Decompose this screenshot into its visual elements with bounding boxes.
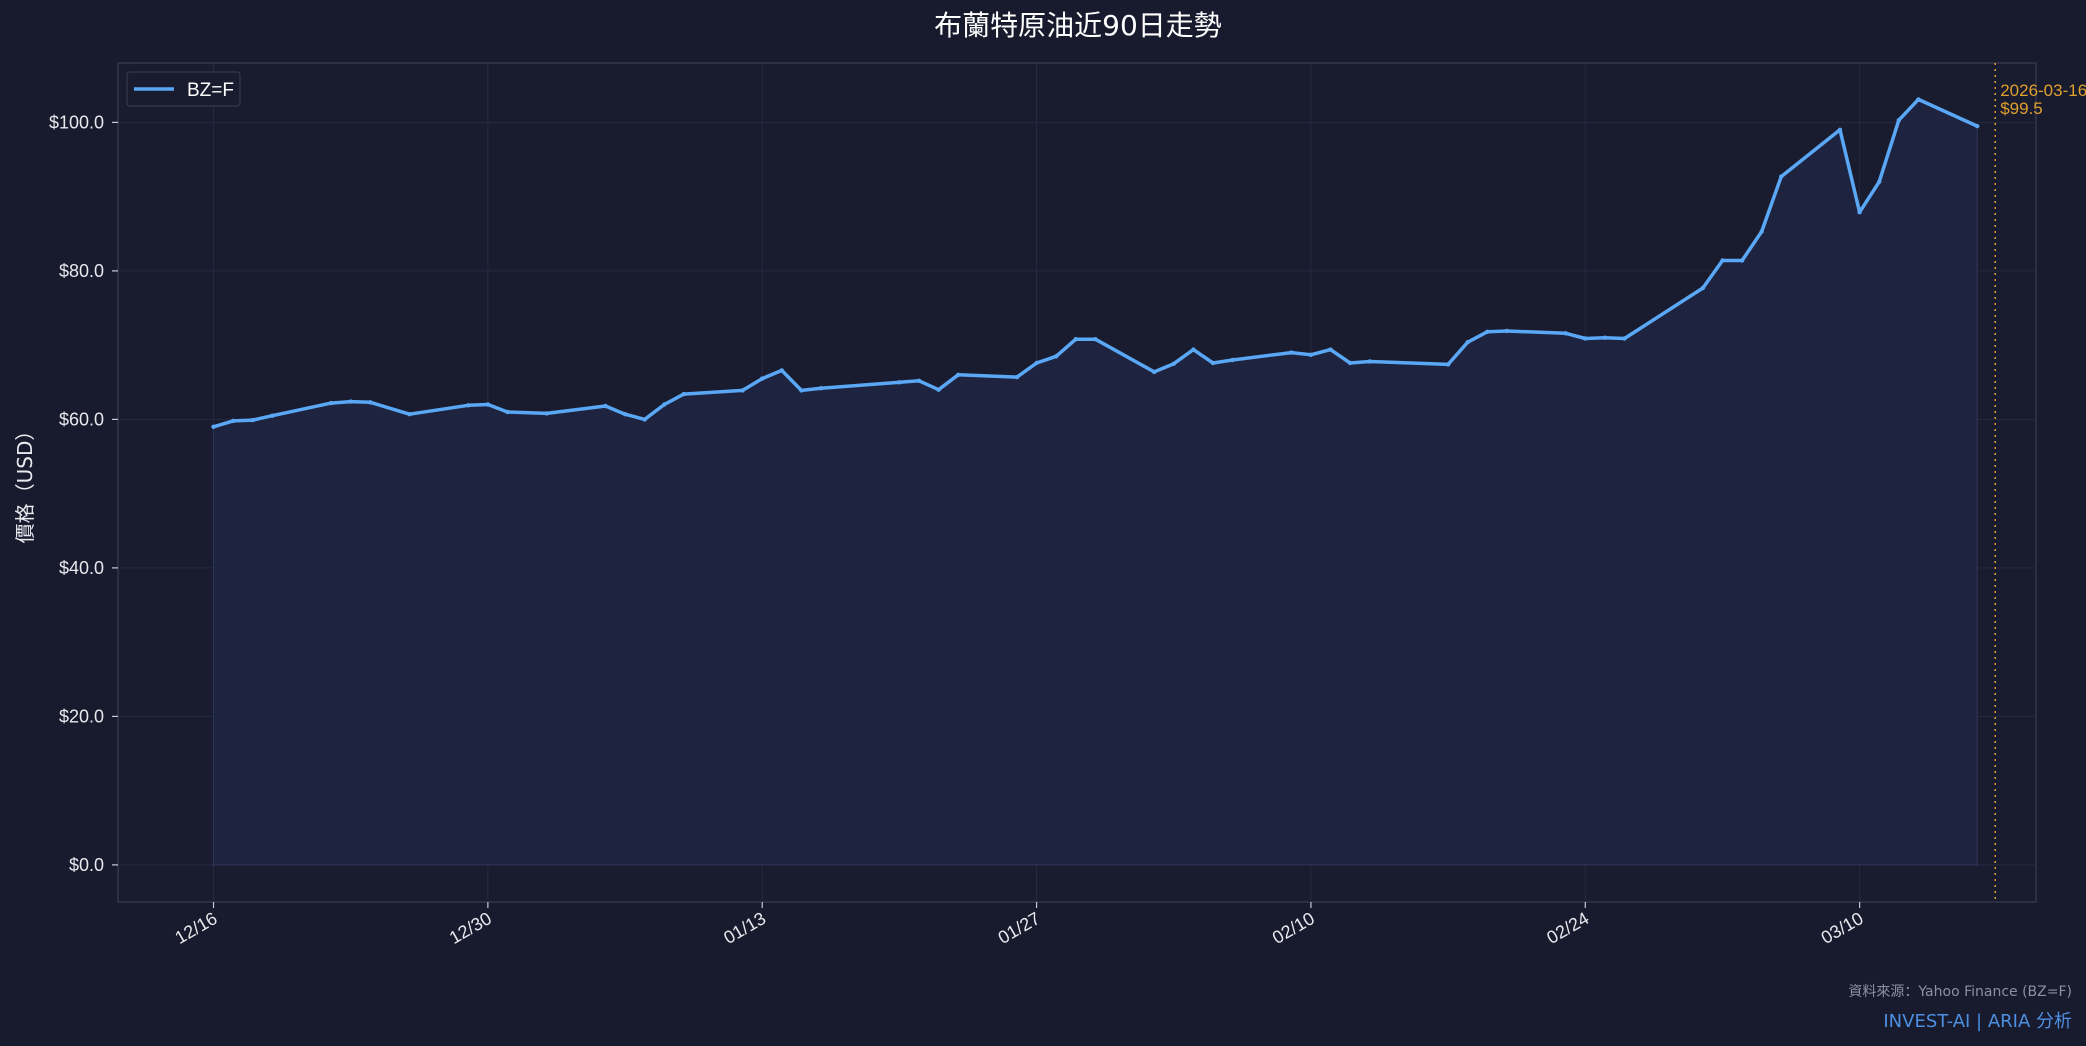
data-point (681, 391, 686, 397)
data-point (897, 380, 902, 385)
data-point (799, 388, 804, 393)
y-tick-label: $40.0 (59, 558, 104, 578)
data-point (1367, 359, 1372, 364)
y-tick-label: $100.0 (49, 112, 104, 132)
data-point (1622, 336, 1627, 341)
data-point (1720, 258, 1725, 263)
data-point (603, 403, 608, 409)
data-point (1289, 350, 1294, 355)
data-point (348, 399, 353, 404)
data-point (1073, 337, 1079, 342)
data-point (1034, 360, 1039, 366)
data-point (1583, 336, 1588, 341)
data-point (662, 402, 667, 407)
data-point (1347, 360, 1353, 366)
data-point (1014, 374, 1020, 380)
data-point (368, 400, 373, 405)
y-axis: $0.0 $20.0 $40.0 $60.0 $80.0 $100.0 (49, 112, 118, 875)
y-tick-label: $60.0 (59, 409, 104, 429)
legend-label-bz-f: BZ=F (187, 80, 234, 101)
chart-title: 布蘭特原油近90日走勢 (934, 9, 1222, 42)
data-point (1093, 337, 1098, 342)
data-point (1916, 97, 1921, 102)
series-points (211, 97, 1980, 429)
data-point (956, 372, 961, 377)
data-point (544, 411, 549, 416)
data-point (1171, 361, 1177, 366)
annotation-value: $99.5 (2000, 99, 2043, 118)
data-point (1308, 352, 1314, 357)
data-point (485, 402, 491, 407)
source-note: 資料來源：Yahoo Finance (BZ=F) (1848, 984, 2072, 1000)
data-point (1445, 362, 1451, 367)
data-point (1485, 329, 1490, 334)
data-point (466, 403, 471, 408)
data-point (936, 387, 941, 392)
data-point (1739, 258, 1745, 263)
data-point (1759, 229, 1764, 234)
y-tick-label: $20.0 (59, 706, 104, 726)
data-point (1975, 123, 1980, 129)
data-point (1054, 354, 1059, 359)
data-point (818, 386, 824, 391)
data-point (1779, 174, 1784, 179)
data-point (270, 413, 275, 418)
data-point (1837, 127, 1843, 132)
data-point (1563, 331, 1568, 336)
data-point (740, 388, 745, 393)
data-point (407, 412, 412, 417)
legend-box (126, 71, 241, 107)
y-tick-label: $80.0 (59, 261, 104, 281)
data-point (760, 376, 765, 381)
data-point (622, 412, 628, 417)
data-point (1230, 357, 1235, 363)
data-point (1191, 347, 1196, 352)
annotation-date: 2026-03-16 (2000, 81, 2086, 100)
data-point (1210, 360, 1216, 366)
y-axis-label: 價格（USD） (13, 421, 37, 544)
data-point (211, 424, 216, 429)
data-point (1328, 347, 1333, 352)
legend: BZ=F (126, 71, 241, 107)
data-point (916, 378, 922, 383)
data-point (1504, 328, 1510, 334)
data-point (642, 417, 647, 422)
brand-label: INVEST-AI | ARIA 分析 (1883, 1011, 2072, 1032)
data-point (230, 418, 236, 424)
y-tick-label: $0.0 (69, 855, 104, 875)
data-point (1465, 340, 1470, 345)
data-point (505, 409, 510, 415)
data-point (1152, 369, 1157, 375)
data-point (1896, 118, 1902, 123)
data-point (1700, 285, 1706, 291)
data-point (1857, 210, 1862, 215)
series-line-bz-f (211, 97, 1979, 429)
data-point (328, 400, 334, 406)
data-point (250, 417, 255, 423)
data-point (1877, 179, 1882, 184)
data-point (779, 368, 784, 373)
data-point (1602, 335, 1608, 340)
